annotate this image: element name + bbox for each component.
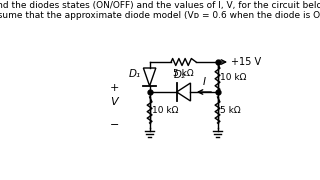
Text: I: I: [203, 77, 205, 87]
Text: Find the diodes states (ON/OFF) and the values of I, V, for the circuit below: Find the diodes states (ON/OFF) and the …: [0, 1, 320, 10]
Text: Assume that the approximate diode model (Vᴅ = 0.6 when the diode is ON).: Assume that the approximate diode model …: [0, 11, 320, 20]
Text: 10 kΩ: 10 kΩ: [152, 105, 179, 114]
Text: +: +: [109, 83, 119, 93]
Text: 10 kΩ: 10 kΩ: [220, 73, 247, 82]
Text: V: V: [110, 97, 118, 107]
Text: 5 kΩ: 5 kΩ: [173, 69, 194, 78]
Text: D₁: D₁: [128, 69, 140, 79]
Text: D₂: D₂: [173, 70, 186, 80]
Text: 5 kΩ: 5 kΩ: [220, 105, 241, 114]
Text: −: −: [109, 120, 119, 130]
Text: +15 V: +15 V: [231, 57, 261, 67]
